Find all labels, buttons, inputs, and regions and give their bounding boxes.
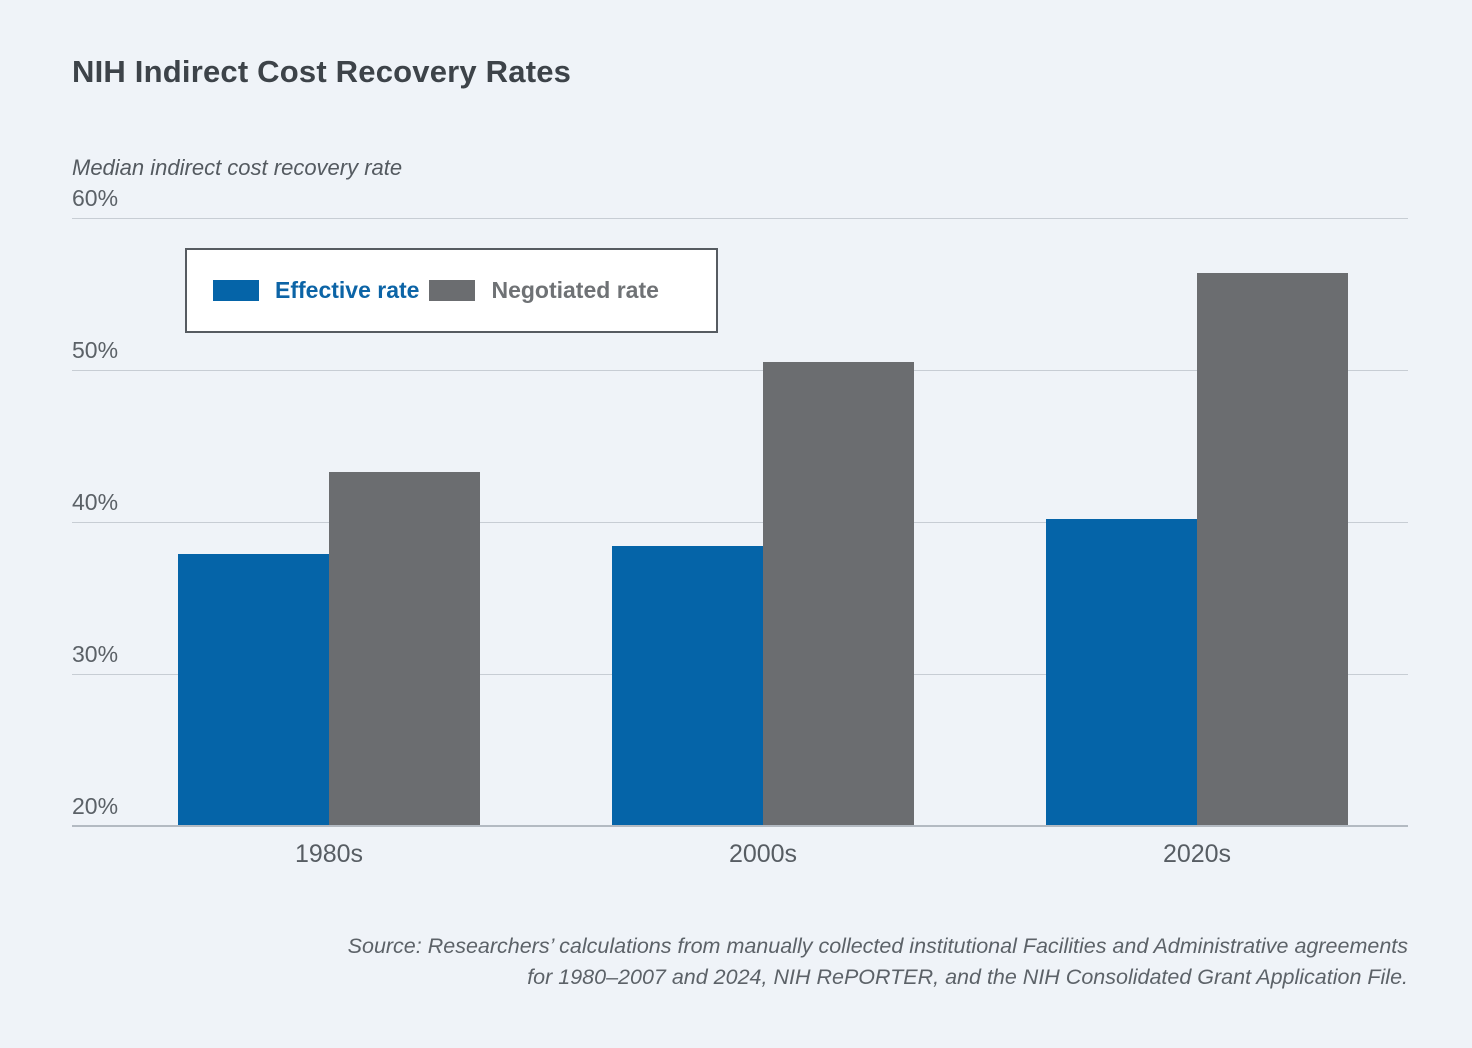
legend-label-effective: Effective rate [275,277,420,303]
source-note-line2: for 1980–2007 and 2024, NIH RePORTER, an… [527,965,1408,989]
source-note-line1: Source: Researchers’ calculations from m… [347,934,1408,958]
y-tick-label-60: 60% [72,185,119,211]
x-category-label-1980s: 1980s [294,840,364,868]
y-axis-title: Median indirect cost recovery rate [72,155,403,180]
gridline-40 [72,522,1408,523]
negotiated-rate-swatch [429,280,476,301]
gridline-60 [72,218,1408,219]
bar-1980s-effective-rate [178,553,329,826]
legend: Effective rate Negotiated rate [185,248,718,333]
source-note: Source: Researchers’ calculations from m… [168,931,1408,993]
effective-rate-swatch [213,280,259,301]
legend-label-negotiated: Negotiated rate [491,277,659,303]
y-tick-label-40: 40% [72,489,119,515]
gridline-20 [72,825,1408,827]
bar-2000s-effective-rate [612,546,763,826]
bar-1980s-negotiated-rate [329,471,480,826]
legend-item-negotiated: Negotiated rate [429,277,659,304]
bar-2000s-negotiated-rate [763,362,914,826]
y-tick-label-30: 30% [72,641,119,667]
x-category-label-2020s: 2020s [1162,840,1232,868]
bar-2020s-effective-rate [1046,518,1197,826]
y-tick-label-20: 20% [72,793,119,819]
legend-item-effective: Effective rate [213,277,419,304]
y-tick-label-50: 50% [72,337,119,363]
chart-title: NIH Indirect Cost Recovery Rates [72,54,572,89]
x-category-label-2000s: 2000s [728,840,798,868]
bar-2020s-negotiated-rate [1197,272,1348,826]
gridline-50 [72,370,1408,371]
